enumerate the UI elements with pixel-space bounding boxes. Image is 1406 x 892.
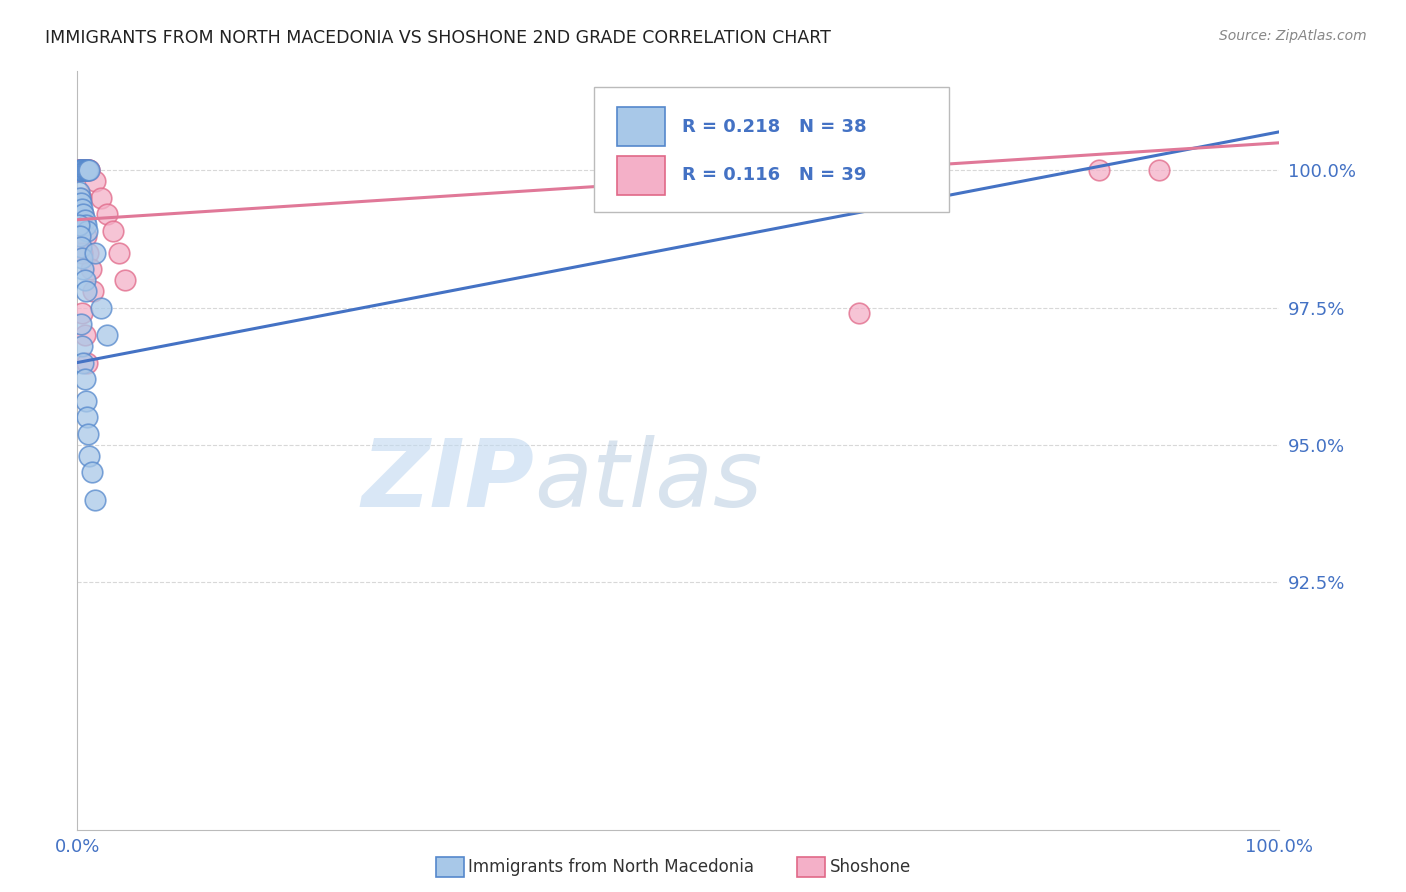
Point [70, 163, 93, 178]
Point [73, 163, 96, 178]
Point [79, 262, 101, 277]
Point [103, 224, 125, 238]
Point [69, 163, 91, 178]
Point [1088, 163, 1111, 178]
Point [96, 328, 118, 343]
Point [67, 186, 90, 200]
Point [70, 251, 93, 265]
Point [84, 245, 107, 260]
Point [69, 191, 91, 205]
Point [90, 301, 112, 315]
Point [848, 306, 870, 320]
Point [114, 273, 136, 287]
Point [67, 163, 90, 178]
Point [72, 163, 94, 178]
Point [73, 328, 96, 343]
Point [76, 163, 98, 178]
Point [67, 218, 90, 232]
Point [72, 262, 94, 277]
Point [73, 273, 96, 287]
Point [75, 163, 97, 178]
Point [69, 218, 91, 232]
Point [70, 196, 93, 211]
Point [76, 355, 98, 369]
Point [82, 284, 104, 298]
Point [69, 163, 91, 178]
Point [75, 218, 97, 232]
Point [77, 245, 100, 260]
Point [90, 191, 112, 205]
Point [79, 449, 101, 463]
Text: Source: ZipAtlas.com: Source: ZipAtlas.com [1219, 29, 1367, 43]
Point [70, 163, 93, 178]
Point [75, 163, 97, 178]
Point [73, 212, 96, 227]
Point [72, 163, 94, 178]
Point [75, 229, 97, 244]
Point [70, 163, 93, 178]
Point [72, 207, 94, 221]
Point [76, 410, 98, 425]
Point [67, 163, 90, 178]
Point [70, 339, 93, 353]
Point [70, 191, 93, 205]
Point [69, 229, 91, 244]
Point [70, 163, 93, 178]
Text: Immigrants from North Macedonia: Immigrants from North Macedonia [468, 858, 754, 876]
Point [80, 466, 103, 480]
Point [1149, 163, 1171, 178]
Point [70, 245, 93, 260]
Point [67, 163, 90, 178]
Text: R = 0.116   N = 39: R = 0.116 N = 39 [682, 166, 866, 185]
Point [77, 427, 100, 442]
Point [79, 163, 101, 178]
Point [96, 207, 118, 221]
Text: atlas: atlas [534, 435, 762, 526]
Text: ZIP: ZIP [361, 434, 534, 527]
Point [76, 163, 98, 178]
Point [75, 163, 97, 178]
Point [73, 372, 96, 386]
FancyBboxPatch shape [617, 155, 665, 195]
Point [72, 163, 94, 178]
Point [75, 394, 97, 409]
Point [69, 163, 91, 178]
Point [72, 207, 94, 221]
Point [84, 492, 107, 507]
Point [77, 163, 100, 178]
Point [75, 163, 97, 178]
Point [70, 240, 93, 254]
Point [70, 163, 93, 178]
Text: R = 0.218   N = 38: R = 0.218 N = 38 [682, 118, 866, 136]
Point [70, 317, 93, 331]
Point [73, 163, 96, 178]
Point [77, 163, 100, 178]
FancyBboxPatch shape [617, 107, 665, 146]
Point [76, 224, 98, 238]
Point [70, 306, 93, 320]
Point [75, 284, 97, 298]
Point [77, 163, 100, 178]
Point [84, 174, 107, 188]
Point [73, 163, 96, 178]
Text: IMMIGRANTS FROM NORTH MACEDONIA VS SHOSHONE 2ND GRADE CORRELATION CHART: IMMIGRANTS FROM NORTH MACEDONIA VS SHOSH… [45, 29, 831, 46]
Point [108, 245, 131, 260]
FancyBboxPatch shape [595, 87, 949, 211]
Point [70, 202, 93, 216]
Point [72, 355, 94, 369]
Text: Shoshone: Shoshone [830, 858, 911, 876]
Point [79, 163, 101, 178]
Point [76, 163, 98, 178]
